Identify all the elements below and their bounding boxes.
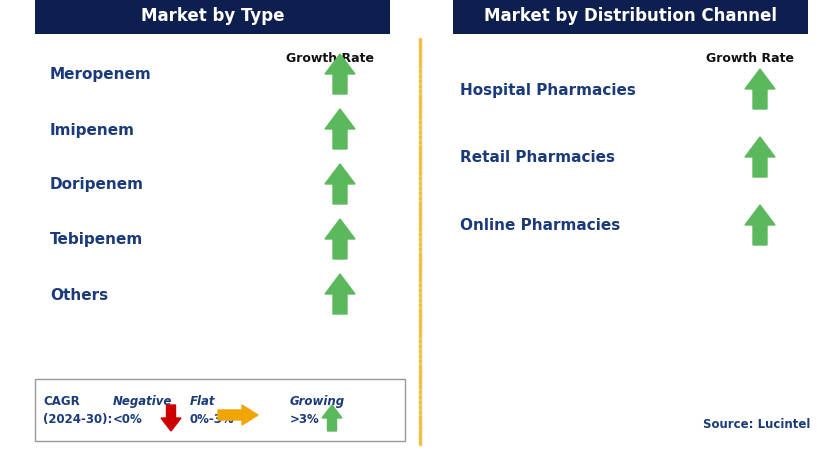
Text: >3%: >3% <box>290 413 320 425</box>
Text: Tebipenem: Tebipenem <box>50 232 143 247</box>
Text: Doripenem: Doripenem <box>50 177 144 192</box>
Text: Growth Rate: Growth Rate <box>286 52 373 65</box>
FancyArrow shape <box>325 274 354 314</box>
Text: Growth Rate: Growth Rate <box>705 52 793 65</box>
Text: Online Pharmacies: Online Pharmacies <box>460 218 619 233</box>
Text: Retail Pharmacies: Retail Pharmacies <box>460 150 614 165</box>
Text: Meropenem: Meropenem <box>50 67 152 82</box>
FancyArrow shape <box>744 138 774 178</box>
Text: Others: Others <box>50 287 108 302</box>
Text: Market by Distribution Channel: Market by Distribution Channel <box>484 7 776 25</box>
Text: Imipenem: Imipenem <box>50 122 135 137</box>
Text: CAGR: CAGR <box>43 395 79 408</box>
Text: Negative: Negative <box>113 395 172 408</box>
FancyBboxPatch shape <box>452 0 807 35</box>
FancyArrow shape <box>744 206 774 246</box>
FancyArrow shape <box>325 110 354 150</box>
FancyArrow shape <box>321 405 342 431</box>
FancyArrow shape <box>744 70 774 110</box>
FancyBboxPatch shape <box>35 379 405 441</box>
Text: Growing: Growing <box>290 395 344 408</box>
FancyArrow shape <box>325 219 354 259</box>
Text: Hospital Pharmacies: Hospital Pharmacies <box>460 82 635 97</box>
Text: Market by Type: Market by Type <box>141 7 284 25</box>
Text: Source: Lucintel: Source: Lucintel <box>702 418 809 431</box>
Text: <0%: <0% <box>113 413 142 425</box>
FancyArrow shape <box>325 55 354 95</box>
FancyArrow shape <box>218 405 258 425</box>
Text: (2024-30):: (2024-30): <box>43 413 113 425</box>
Text: Flat: Flat <box>190 395 215 408</box>
FancyArrow shape <box>325 165 354 205</box>
FancyArrow shape <box>161 405 181 431</box>
FancyBboxPatch shape <box>35 0 389 35</box>
Text: 0%-3%: 0%-3% <box>190 413 234 425</box>
